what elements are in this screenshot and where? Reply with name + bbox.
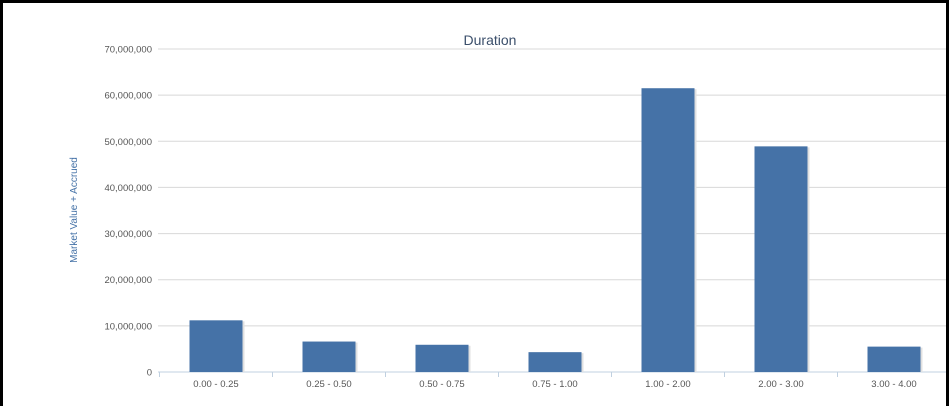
y-tick-label: 60,000,000 [104,91,152,102]
x-tick-label: 3.00 - 4.00 [871,379,916,390]
bar-1-00-2-00[interactable] [641,88,695,372]
x-tick-label: 0.25 - 0.50 [306,379,351,390]
bar-3-00-4-00[interactable] [867,346,921,372]
y-tick-label: 50,000,000 [104,137,152,148]
x-tick-label: 2.00 - 3.00 [758,379,803,390]
bar-0-50-0-75[interactable] [415,344,469,372]
y-axis-label: Market Value + Accrued [69,157,80,263]
y-tick-label: 30,000,000 [104,229,152,240]
bar-0-75-1-00[interactable] [528,352,582,372]
x-tick-label: 0.75 - 1.00 [532,379,577,390]
y-tick-label: 40,000,000 [104,183,152,194]
y-tick-label: 70,000,000 [104,45,152,56]
x-tick-label: 1.00 - 2.00 [645,379,690,390]
chart-title: Duration [464,32,517,48]
y-tick-label: 20,000,000 [104,275,152,286]
bar-2-00-3-00[interactable] [754,146,808,372]
bar-0-00-0-25[interactable] [189,320,243,372]
x-tick-label: 0.50 - 0.75 [419,379,464,390]
y-tick-label: 10,000,000 [104,321,152,332]
y-tick-label: 0 [147,368,152,379]
bar-0-25-0-50[interactable] [302,341,356,372]
x-tick-label: 0.00 - 0.25 [193,379,238,390]
